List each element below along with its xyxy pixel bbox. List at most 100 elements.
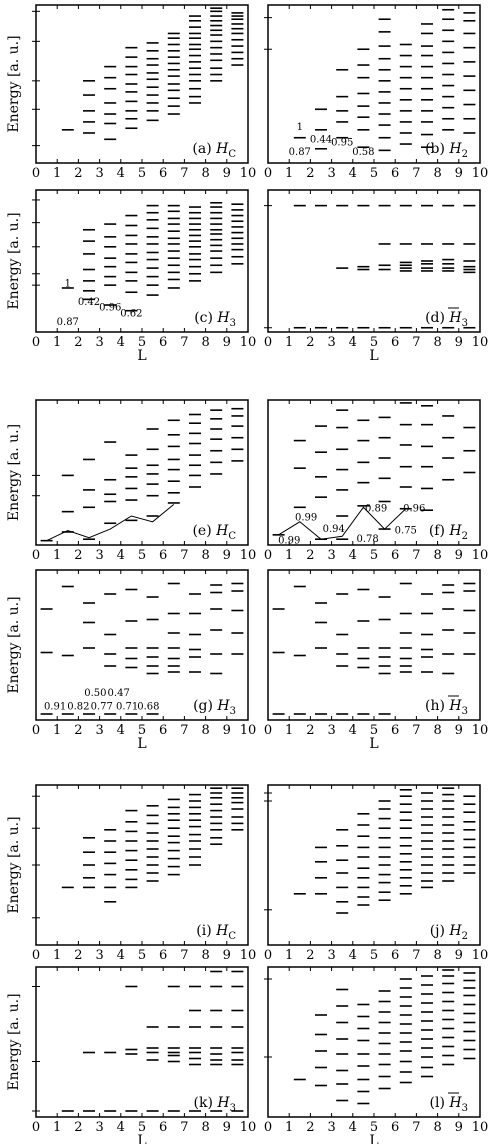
x-tick-label: 9 [223,548,231,563]
x-tick-label: 9 [455,723,463,738]
panel-label: (i) HC [196,923,236,942]
x-tick-label: 1 [285,548,293,563]
x-tick-label: 3 [327,335,335,350]
x-tick-label: 10 [240,335,257,350]
x-tick-label: 2 [74,723,82,738]
x-tick-label: 6 [159,948,167,963]
x-tick-label: 2 [74,1120,82,1135]
x-tick-label: 6 [391,166,399,181]
overlap-annotation: 0.87 [289,147,311,158]
x-tick-label: 2 [74,166,82,181]
x-tick-label: 2 [306,548,314,563]
x-tick-label: 8 [201,1120,209,1135]
x-tick-label: 7 [412,166,420,181]
panel-l: 0 1 2 3 4 5 6 7 8 9 10 (l) H3 L [264,966,489,1144]
plot-frame [35,784,249,946]
x-tick-label: 7 [180,166,188,181]
x-tick-label: 5 [138,335,146,350]
overlap-annotation: 0.82 [67,702,89,713]
x-tick-label: 6 [391,948,399,963]
x-tick-label: 0 [32,1120,40,1135]
x-tick-label: 3 [95,1120,103,1135]
x-tick-label: 7 [412,1120,420,1135]
x-tick-label: 7 [412,948,420,963]
x-tick-label: 5 [138,1120,146,1135]
overlap-annotation: 1 [65,279,71,290]
overlap-annotation: 0.95 [331,138,353,149]
x-tick-label: 3 [327,166,335,181]
x-tick-label: 3 [95,166,103,181]
x-tick-label: 5 [138,548,146,563]
x-tick-label: 9 [223,948,231,963]
overlap-annotation: 0.96 [99,303,121,314]
x-tick-label: 10 [472,548,489,563]
x-tick-label: 0 [32,548,40,563]
x-tick-label: 4 [349,948,357,963]
x-tick-label: 0 [264,948,272,963]
x-tick-label: 8 [433,948,441,963]
x-tick-label: 6 [391,335,399,350]
x-tick-label: 1 [285,1120,293,1135]
panel-label: (l) H3 [430,1095,468,1114]
x-tick-label: 8 [201,948,209,963]
x-tick-label: 9 [455,548,463,563]
ground-state-path [278,506,407,540]
panel-label: (j) H2 [430,923,468,942]
x-tick-label: 9 [223,335,231,350]
x-tick-label: 9 [223,723,231,738]
panel-label: (d) H3 [425,310,468,329]
overlap-annotation: 0.68 [137,702,159,713]
x-tick-label: 1 [53,948,61,963]
x-tick-label: 10 [472,1120,489,1135]
x-tick-label: 8 [433,723,441,738]
x-axis-label: L [137,736,146,752]
x-tick-label: 8 [201,723,209,738]
ground-state-path [46,504,175,542]
x-tick-label: 5 [370,948,378,963]
x-tick-label: 0 [32,166,40,181]
x-tick-label: 7 [180,1120,188,1135]
panel-k: 0 1 2 3 4 5 6 7 8 9 10 (k) H3 Energy [a. u.] L [6,966,257,1144]
x-tick-label: 8 [433,166,441,181]
x-tick-label: 5 [138,166,146,181]
overlap-annotation: 1 [297,122,303,133]
panel-f: 0 1 2 3 4 5 6 7 8 9 10 0.99 0.99 0.94 0.78 0.89 0.75 0.96… [264,399,489,563]
x-tick-label: 0 [264,548,272,563]
x-tick-label: 1 [53,335,61,350]
plot-frame [35,4,249,164]
y-axis-label: Energy [a. u.] [6,993,22,1090]
x-tick-label: 1 [285,723,293,738]
panel-j: 0 1 2 3 4 5 6 7 8 9 10 (j) H2 [264,784,489,963]
overlap-annotation: 0.87 [57,317,79,328]
x-tick-label: 6 [159,166,167,181]
x-tick-label: 5 [138,723,146,738]
x-tick-label: 3 [95,548,103,563]
x-tick-label: 5 [370,335,378,350]
x-tick-label: 10 [472,948,489,963]
y-axis-label: Energy [a. u.] [6,596,22,693]
x-tick-label: 4 [349,166,357,181]
x-tick-label: 9 [223,166,231,181]
x-tick-label: 10 [240,548,257,563]
panel-label: (b) H2 [425,141,468,160]
x-tick-label: 10 [472,723,489,738]
overlap-annotation: 0.75 [395,525,417,536]
x-tick-label: 0 [264,1120,272,1135]
overlap-annotation: 0.47 [108,688,130,699]
overlap-annotation: 0.77 [91,702,113,713]
x-tick-label: 1 [53,548,61,563]
y-axis-label: Energy [a. u.] [6,212,22,309]
x-tick-label: 4 [349,335,357,350]
x-axis-label: L [369,1133,378,1144]
x-tick-label: 3 [327,548,335,563]
x-tick-label: 10 [240,1120,257,1135]
x-tick-label: 1 [285,948,293,963]
panel-h: 0 1 2 3 4 5 6 7 8 9 10 (h) H3 L [264,569,489,752]
x-tick-label: 6 [391,723,399,738]
x-tick-label: 1 [53,1120,61,1135]
x-tick-label: 9 [455,1120,463,1135]
x-tick-label: 4 [117,548,125,563]
x-tick-label: 3 [95,335,103,350]
